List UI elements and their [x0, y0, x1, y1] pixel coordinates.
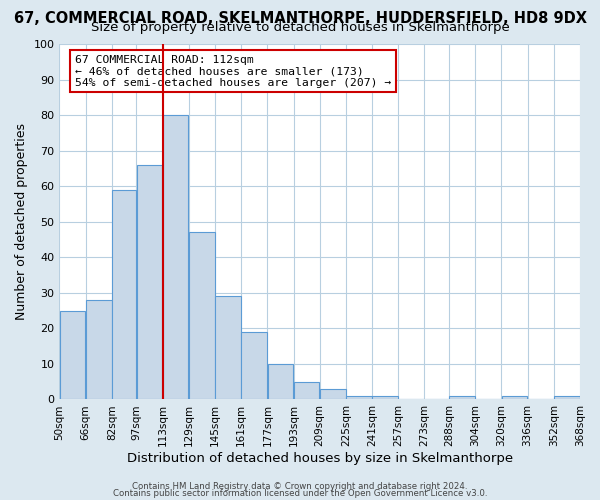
Text: Contains HM Land Registry data © Crown copyright and database right 2024.: Contains HM Land Registry data © Crown c… [132, 482, 468, 491]
Bar [59, 310, 85, 400]
Y-axis label: Number of detached properties: Number of detached properties [15, 123, 28, 320]
Bar [346, 396, 372, 400]
Bar [373, 396, 398, 400]
Text: Contains public sector information licensed under the Open Government Licence v3: Contains public sector information licen… [113, 490, 487, 498]
Text: 67, COMMERCIAL ROAD, SKELMANTHORPE, HUDDERSFIELD, HD8 9DX: 67, COMMERCIAL ROAD, SKELMANTHORPE, HUDD… [14, 11, 587, 26]
X-axis label: Distribution of detached houses by size in Skelmanthorpe: Distribution of detached houses by size … [127, 452, 513, 465]
Bar [112, 190, 136, 400]
Bar [502, 396, 527, 400]
Bar [215, 296, 241, 400]
Bar [294, 382, 319, 400]
Bar [320, 389, 346, 400]
Bar [137, 165, 162, 400]
Bar [86, 300, 112, 400]
Text: Size of property relative to detached houses in Skelmanthorpe: Size of property relative to detached ho… [91, 22, 509, 35]
Bar [554, 396, 580, 400]
Text: 67 COMMERCIAL ROAD: 112sqm
← 46% of detached houses are smaller (173)
54% of sem: 67 COMMERCIAL ROAD: 112sqm ← 46% of deta… [75, 54, 391, 88]
Bar [268, 364, 293, 400]
Bar [189, 232, 215, 400]
Bar [449, 396, 475, 400]
Bar [163, 115, 188, 400]
Bar [241, 332, 267, 400]
